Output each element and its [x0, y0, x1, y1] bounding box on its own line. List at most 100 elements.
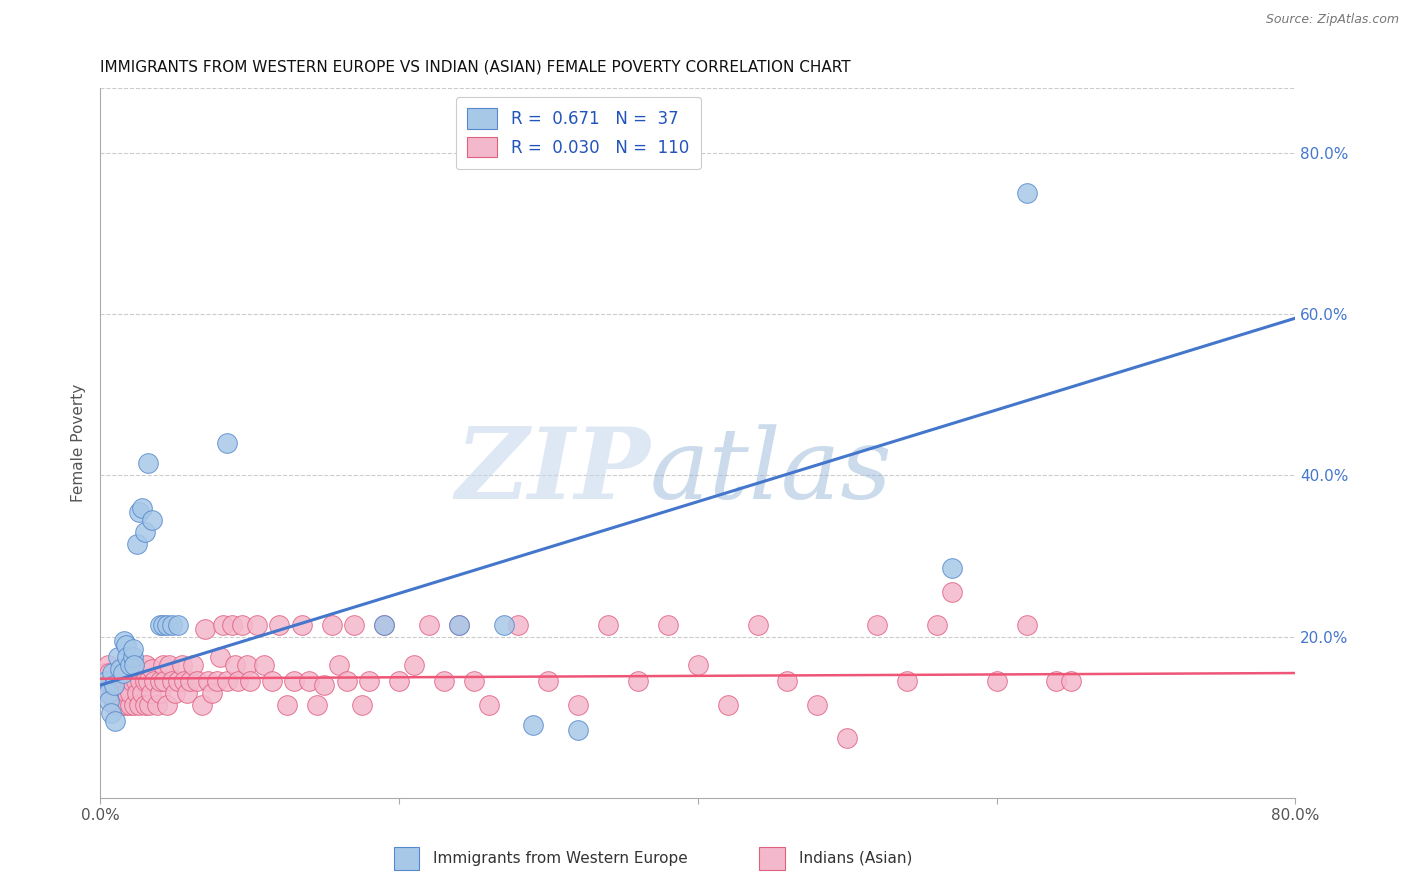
- Point: [221, 617, 243, 632]
- Point: [190, 698, 212, 713]
- Point: [104, 678, 127, 692]
- Point: [108, 662, 131, 676]
- Point: [598, 617, 620, 632]
- Point: [941, 561, 963, 575]
- Point: [111, 666, 134, 681]
- Point: [127, 686, 149, 700]
- Point: [104, 714, 127, 729]
- Point: [205, 674, 228, 689]
- Point: [115, 686, 138, 700]
- Point: [373, 617, 395, 632]
- Point: [134, 524, 156, 539]
- Point: [141, 513, 163, 527]
- Point: [941, 585, 963, 599]
- Point: [138, 698, 160, 713]
- Point: [107, 698, 129, 713]
- Point: [107, 674, 129, 689]
- Point: [128, 505, 150, 519]
- Point: [226, 674, 249, 689]
- Point: [105, 686, 128, 700]
- Point: [122, 641, 145, 656]
- Point: [686, 657, 709, 672]
- Point: [1015, 617, 1038, 632]
- Point: [201, 686, 224, 700]
- Y-axis label: Female Poverty: Female Poverty: [72, 384, 86, 502]
- Point: [627, 674, 650, 689]
- Point: [463, 674, 485, 689]
- Point: [103, 698, 125, 713]
- Point: [314, 678, 336, 692]
- Point: [269, 617, 291, 632]
- Text: Source: ZipAtlas.com: Source: ZipAtlas.com: [1265, 13, 1399, 27]
- Text: atlas: atlas: [650, 424, 893, 519]
- Point: [373, 617, 395, 632]
- Point: [94, 674, 117, 689]
- Point: [194, 622, 217, 636]
- Point: [101, 690, 124, 705]
- Point: [146, 698, 169, 713]
- Point: [186, 674, 208, 689]
- Point: [134, 698, 156, 713]
- Point: [776, 674, 799, 689]
- Point: [122, 649, 145, 664]
- Point: [103, 678, 125, 692]
- Point: [156, 617, 179, 632]
- Point: [114, 674, 136, 689]
- Point: [104, 694, 127, 708]
- Point: [197, 674, 219, 689]
- Point: [986, 674, 1008, 689]
- Point: [173, 674, 195, 689]
- Point: [283, 674, 305, 689]
- Point: [176, 686, 198, 700]
- Point: [97, 657, 120, 672]
- Legend: R =  0.671   N =  37, R =  0.030   N =  110: R = 0.671 N = 37, R = 0.030 N = 110: [456, 96, 700, 169]
- Point: [111, 698, 134, 713]
- Point: [134, 674, 156, 689]
- Point: [478, 698, 501, 713]
- Point: [1060, 674, 1083, 689]
- Point: [110, 698, 132, 713]
- Point: [866, 617, 889, 632]
- Point: [100, 706, 122, 721]
- Point: [149, 617, 172, 632]
- Point: [118, 686, 141, 700]
- Point: [111, 678, 134, 692]
- Point: [211, 617, 233, 632]
- Point: [657, 617, 679, 632]
- Point: [124, 657, 146, 672]
- Point: [492, 617, 515, 632]
- Point: [141, 662, 163, 676]
- Point: [336, 674, 359, 689]
- Point: [217, 436, 239, 450]
- Point: [896, 674, 918, 689]
- Point: [1015, 186, 1038, 201]
- Point: [837, 731, 859, 745]
- Point: [115, 698, 138, 713]
- Point: [388, 674, 411, 689]
- Point: [115, 649, 138, 664]
- Point: [567, 723, 589, 737]
- Point: [231, 617, 253, 632]
- Point: [238, 674, 260, 689]
- Point: [925, 617, 948, 632]
- Point: [246, 617, 269, 632]
- Point: [359, 674, 381, 689]
- Point: [328, 657, 350, 672]
- Text: Immigrants from Western Europe: Immigrants from Western Europe: [433, 851, 688, 866]
- Point: [224, 657, 246, 672]
- Point: [139, 686, 162, 700]
- Point: [276, 698, 298, 713]
- Point: [98, 666, 121, 681]
- Point: [153, 674, 176, 689]
- Point: [522, 718, 544, 732]
- Point: [117, 674, 139, 689]
- Point: [235, 657, 257, 672]
- Point: [97, 686, 120, 700]
- Point: [160, 617, 183, 632]
- Point: [160, 674, 183, 689]
- Point: [136, 456, 159, 470]
- Point: [149, 674, 172, 689]
- Point: [747, 617, 769, 632]
- Point: [1045, 674, 1067, 689]
- Point: [93, 666, 115, 681]
